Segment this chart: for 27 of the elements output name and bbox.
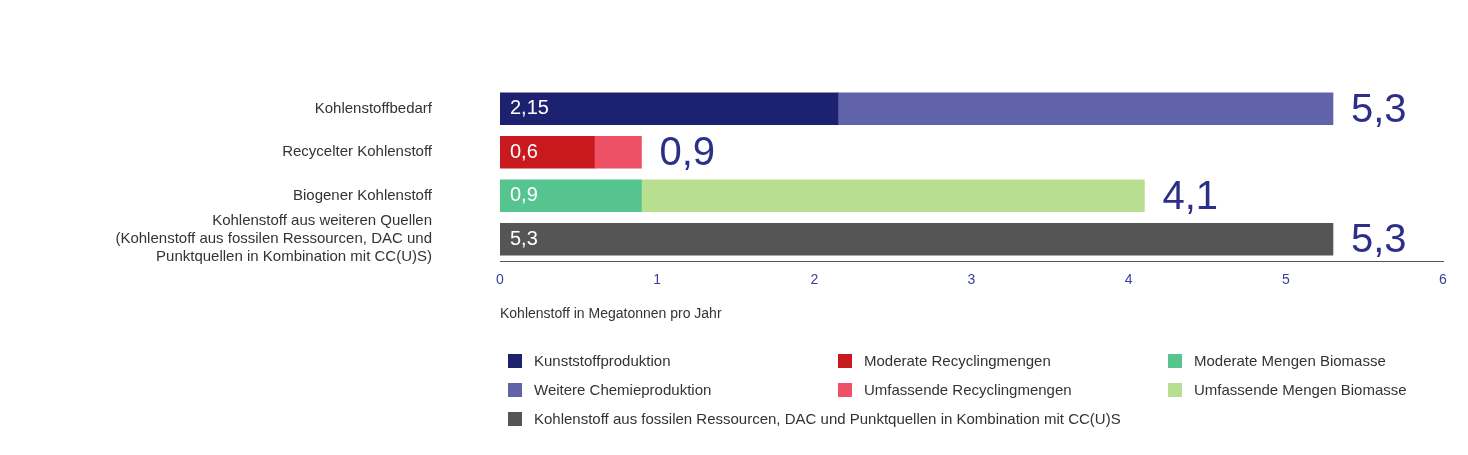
x-tick-label: 1: [653, 271, 662, 288]
y-tick-label: Biogener Kohlenstoff: [293, 185, 433, 203]
total-label: 5,3: [1350, 85, 1407, 130]
x-tick-label: 0: [496, 271, 505, 288]
x-axis-title: Kohlenstoff in Megatonnen pro Jahr: [500, 305, 722, 322]
total-label: 5,3: [1350, 216, 1407, 261]
data-label: 5,3: [510, 226, 538, 249]
legend-label: Moderate Recyclingmengen: [864, 352, 1051, 369]
x-tick-label: 4: [1124, 271, 1133, 288]
legend-label: Moderate Mengen Biomasse: [1194, 352, 1386, 369]
legend-label: Kunststoffproduktion: [534, 352, 671, 369]
x-tick-label: 2: [810, 271, 819, 288]
legend-label: Kohlenstoff aus fossilen Ressourcen, DAC und Punktquellen in Kombination mit CC(U)S: [534, 410, 1121, 427]
data-label: 0,6: [510, 139, 538, 162]
y-tick-label: Kohlenstoffbedarf: [314, 98, 433, 116]
y-tick-label: Kohlenstoff aus weiteren Quellen (Kohlenstoff aus fossilen Ressourcen, DAC und Punktquellen in Kombination mit CC(U)S): [115, 211, 432, 265]
data-label: 2,15: [510, 96, 549, 119]
total-label: 0,9: [659, 129, 716, 174]
x-tick-label: 5: [1281, 271, 1290, 288]
legend-label: Umfassende Recyclingmengen: [864, 381, 1072, 398]
x-tick-label: 6: [1439, 271, 1448, 288]
x-tick-label: 3: [967, 271, 976, 288]
legend-label: Weitere Chemieproduktion: [534, 381, 712, 398]
total-label: 4,1: [1162, 172, 1218, 217]
data-label: 0,9: [510, 183, 538, 206]
legend-label: Umfassende Mengen Biomasse: [1194, 381, 1407, 398]
y-tick-label: Recycelter Kohlenstoff: [282, 142, 433, 160]
